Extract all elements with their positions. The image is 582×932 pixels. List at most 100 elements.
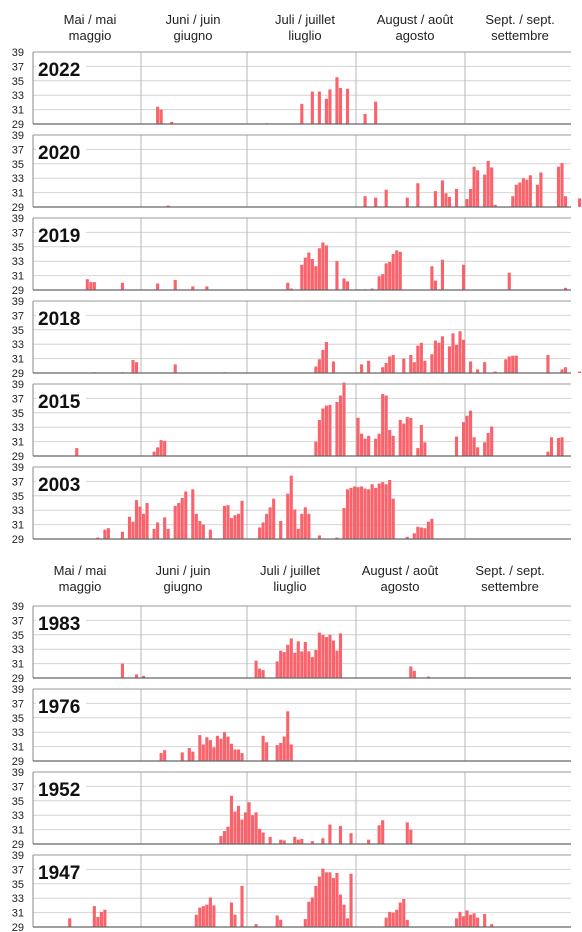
bar [321,838,325,844]
bar [356,417,360,456]
month-header-b-1-line2: giugno [163,579,202,594]
bar [352,486,357,539]
bar [300,264,304,290]
bar [229,795,234,844]
bar [328,404,332,456]
bar [472,166,476,207]
bar [447,346,452,373]
bar [412,362,416,373]
bar [300,838,304,844]
y-tick-label: 39 [12,601,24,613]
bar [296,528,300,539]
bar [423,528,427,539]
bar [324,872,328,927]
month-header-a-3-line2: agosto [395,28,434,43]
bar [317,876,321,927]
bar [444,193,448,207]
bar [539,172,543,207]
bar [338,88,343,124]
bar [142,513,146,539]
bar [560,437,564,456]
y-tick-label: 37 [12,144,24,156]
bar [483,442,487,456]
panel-background [33,689,571,761]
bar [208,897,212,927]
bar [416,526,420,539]
bar [430,518,434,539]
bar [166,528,170,539]
bar [409,355,413,373]
bar [504,359,508,373]
bar [328,634,332,678]
y-tick-label: 39 [12,213,24,225]
bar [243,812,248,844]
y-tick-label: 39 [12,130,24,142]
y-tick-label: 39 [12,379,24,391]
panel-2018: 39 37 35 33 31 29 2018 [12,296,582,380]
bar [490,426,494,456]
bar [240,753,244,761]
bar [166,205,170,207]
bar [173,505,177,539]
bar [194,513,198,539]
bar [272,498,276,539]
bar [120,282,125,290]
bar [377,483,381,539]
bar [356,487,360,539]
bar [433,280,437,290]
bar [321,408,325,456]
bar [296,839,300,844]
bar [328,824,332,844]
bar [240,819,244,844]
bar [289,475,293,539]
bar [289,744,293,761]
bar [423,442,427,456]
month-header-b-1-line1: Juni / juin [156,563,211,578]
panel-background [33,855,571,927]
bar [560,369,564,373]
bar [286,711,290,761]
bar [282,736,286,761]
y-tick-label: 37 [12,476,24,488]
bar [134,500,139,539]
bar [338,395,343,456]
bar [191,489,195,539]
month-header-b-4-line1: Sept. / sept. [475,563,544,578]
bar [384,395,388,456]
bar [321,242,325,290]
bar [145,503,149,539]
y-tick-label: 39 [12,850,24,862]
bar [472,437,476,456]
bar [201,906,205,927]
bar [191,751,195,761]
bar [307,901,311,927]
bar [440,336,445,373]
panel-background [33,772,571,844]
bar [370,484,374,539]
bar [578,371,582,373]
bar [461,916,466,927]
bar [345,281,350,290]
bar [349,487,353,539]
bar [131,521,135,539]
bar [507,272,511,290]
bar [194,914,198,927]
bar [279,650,283,678]
bar [391,912,395,927]
bar [476,170,480,207]
panel-2003: 39 37 35 33 31 29 2003 [12,462,571,546]
year-label-backing [36,390,86,412]
bar [342,382,346,456]
bar [454,436,459,456]
bar [236,805,241,844]
year-label-1976: 1976 [38,697,80,718]
panel-2015: 39 37 35 33 31 29 2015 [12,379,571,463]
bar [360,364,364,373]
year-label-backing [36,307,86,329]
bar [173,279,177,290]
bar [310,841,314,844]
y-tick-label: 31 [12,105,24,117]
month-header-a-0-line1: Mai / mai [64,12,117,27]
y-tick-label: 33 [12,90,24,102]
bar [92,282,96,290]
